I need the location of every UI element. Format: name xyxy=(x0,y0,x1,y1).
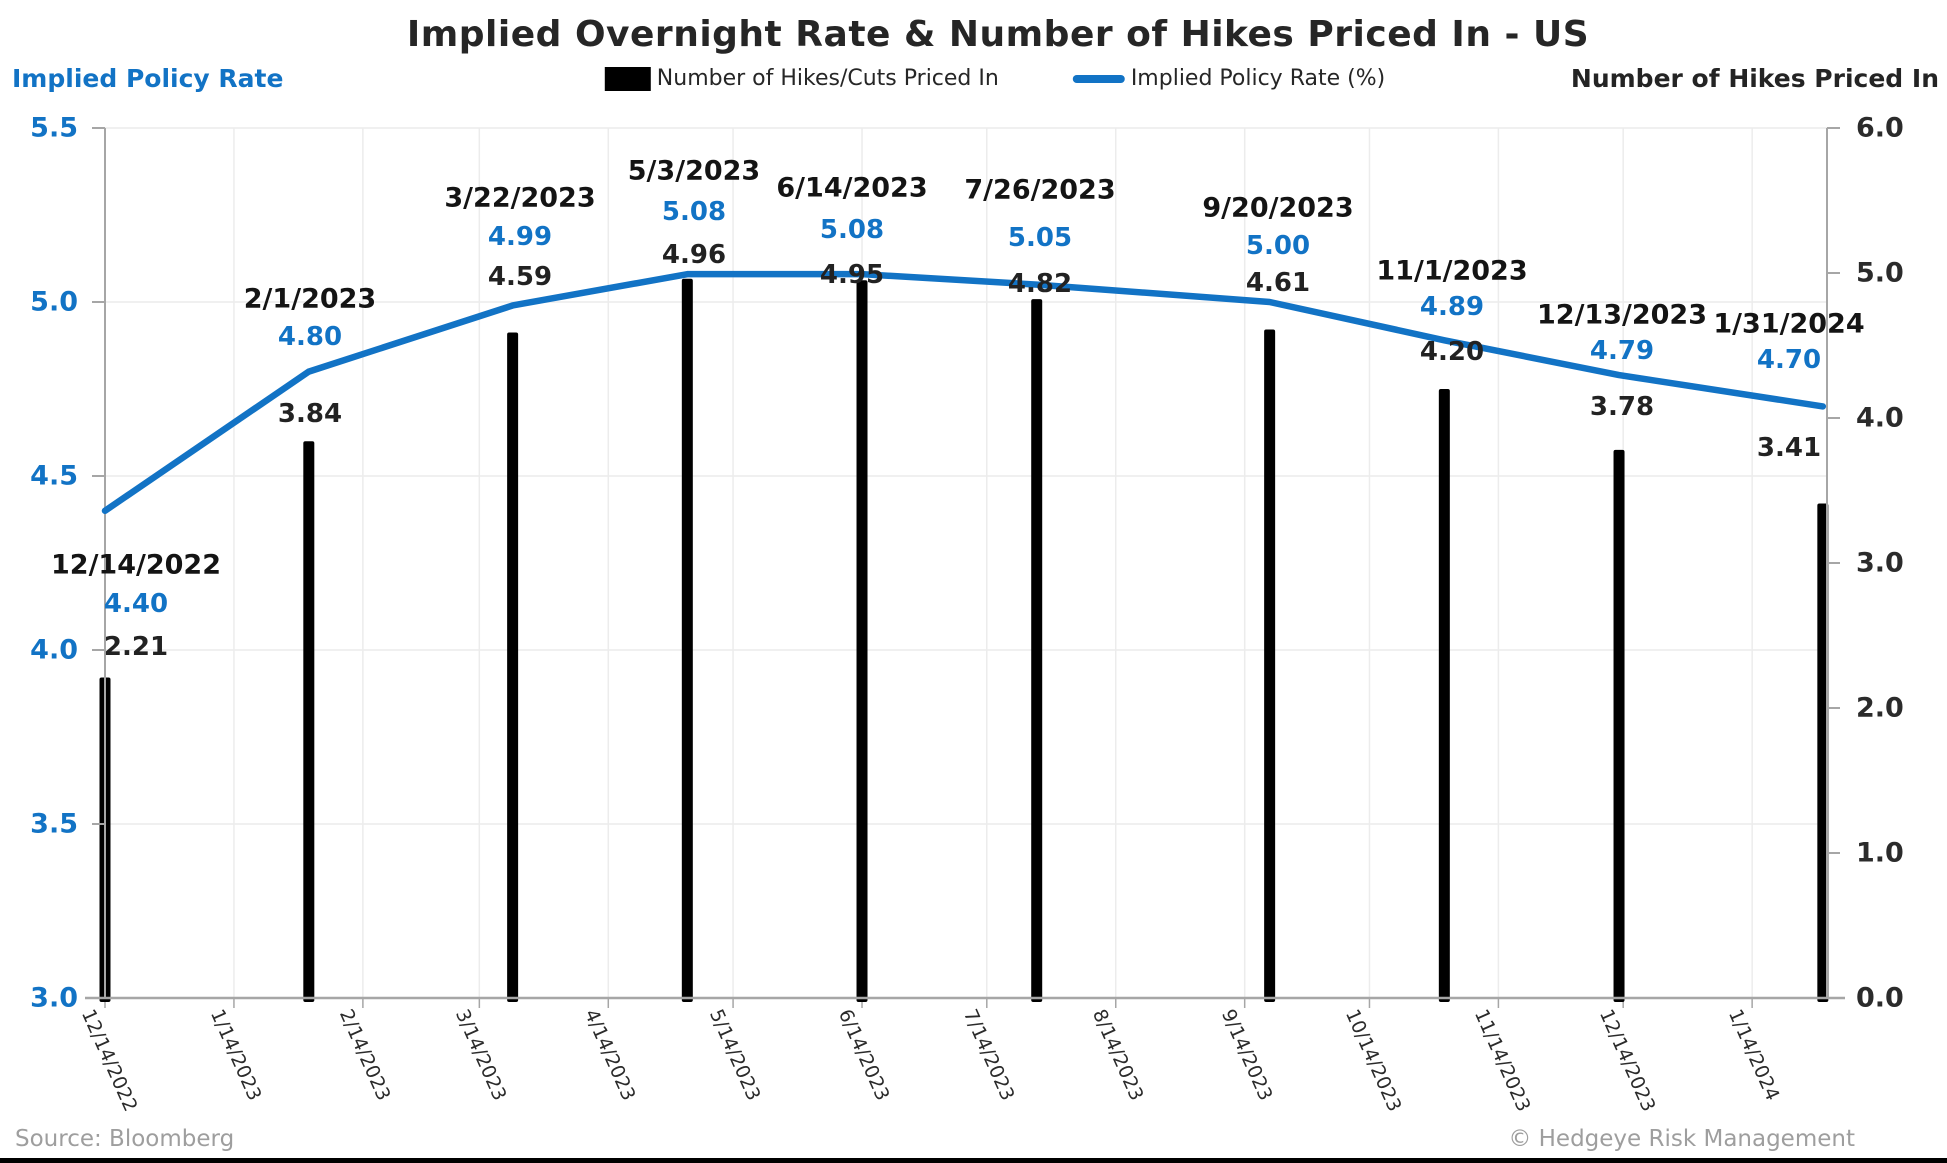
annotation-hikes-value: 4.82 xyxy=(1007,269,1073,299)
line-swatch-icon xyxy=(1072,74,1125,83)
right-axis-tick-label: 0.0 xyxy=(1856,982,1904,1014)
annotation-date: 2/1/2023 xyxy=(243,283,377,315)
source-note: Source: Bloomberg xyxy=(15,1126,235,1152)
annotation-date: 12/13/2023 xyxy=(1536,299,1708,331)
left-axis-tick-label: 4.5 xyxy=(30,460,78,492)
left-axis-tick-label: 5.5 xyxy=(30,112,78,144)
left-axis-tick-label: 4.0 xyxy=(30,634,78,666)
right-axis-title: Number of Hikes Priced In xyxy=(1570,64,1939,93)
legend-line-label: Implied Policy Rate (%) xyxy=(1130,66,1386,91)
annotation-rate-value: 5.05 xyxy=(1007,223,1073,253)
bar-swatch-icon xyxy=(604,66,651,91)
annotation-hikes-value: 3.78 xyxy=(1589,392,1655,422)
annotation-hikes-value: 4.95 xyxy=(819,260,885,290)
annotation-date: 12/14/2022 xyxy=(50,549,222,581)
legend-item-bars: Number of Hikes/Cuts Priced In xyxy=(604,66,999,91)
left-axis-tick-label: 3.5 xyxy=(30,808,78,840)
annotation-rate-value: 5.00 xyxy=(1245,231,1311,261)
annotation-hikes-value: 3.84 xyxy=(277,399,343,429)
annotation-date: 3/22/2023 xyxy=(444,182,596,214)
right-axis-tick-label: 2.0 xyxy=(1856,692,1904,724)
annotation-hikes-value: 4.20 xyxy=(1419,337,1485,367)
annotation-date: 1/31/2024 xyxy=(1713,308,1865,340)
annotation-rate-value: 4.79 xyxy=(1589,336,1655,366)
annotation-rate-value: 4.70 xyxy=(1756,345,1822,375)
annotation-date: 7/26/2023 xyxy=(964,174,1116,206)
annotation-rate-value: 5.08 xyxy=(661,197,727,227)
annotation-rate-value: 4.89 xyxy=(1419,292,1485,322)
legend: Number of Hikes/Cuts Priced In Implied P… xyxy=(604,66,1386,91)
chart-title: Implied Overnight Rate & Number of Hikes… xyxy=(406,14,1590,55)
annotation-date: 9/20/2023 xyxy=(1202,192,1354,224)
annotation-rate-value: 5.08 xyxy=(819,215,885,245)
right-axis-tick-label: 5.0 xyxy=(1856,257,1904,289)
left-axis-title: Implied Policy Rate xyxy=(12,64,284,93)
right-axis-tick-label: 4.0 xyxy=(1856,402,1904,434)
legend-bar-label: Number of Hikes/Cuts Priced In xyxy=(656,66,999,91)
annotation-rate-value: 4.40 xyxy=(103,589,169,619)
left-axis-tick-label: 5.0 xyxy=(30,286,78,318)
annotation-date: 11/1/2023 xyxy=(1376,255,1528,287)
left-axis-tick-label: 3.0 xyxy=(30,982,78,1014)
bottom-border xyxy=(0,1158,1947,1163)
annotation-date: 5/3/2023 xyxy=(627,155,761,187)
annotation-rate-value: 4.80 xyxy=(277,322,343,352)
right-axis-tick-label: 3.0 xyxy=(1856,547,1904,579)
annotation-rate-value: 4.99 xyxy=(487,222,553,252)
annotation-hikes-value: 2.21 xyxy=(103,632,169,662)
annotation-date: 6/14/2023 xyxy=(776,172,928,204)
annotation-hikes-value: 4.96 xyxy=(661,240,727,270)
right-axis-tick-label: 6.0 xyxy=(1856,112,1904,144)
copyright-note: © Hedgeye Risk Management xyxy=(1508,1126,1855,1152)
legend-item-line: Implied Policy Rate (%) xyxy=(1072,66,1386,91)
right-axis-tick-label: 1.0 xyxy=(1856,837,1904,869)
annotation-hikes-value: 4.61 xyxy=(1245,268,1311,298)
annotation-hikes-value: 3.41 xyxy=(1756,433,1822,463)
annotation-hikes-value: 4.59 xyxy=(487,262,553,292)
